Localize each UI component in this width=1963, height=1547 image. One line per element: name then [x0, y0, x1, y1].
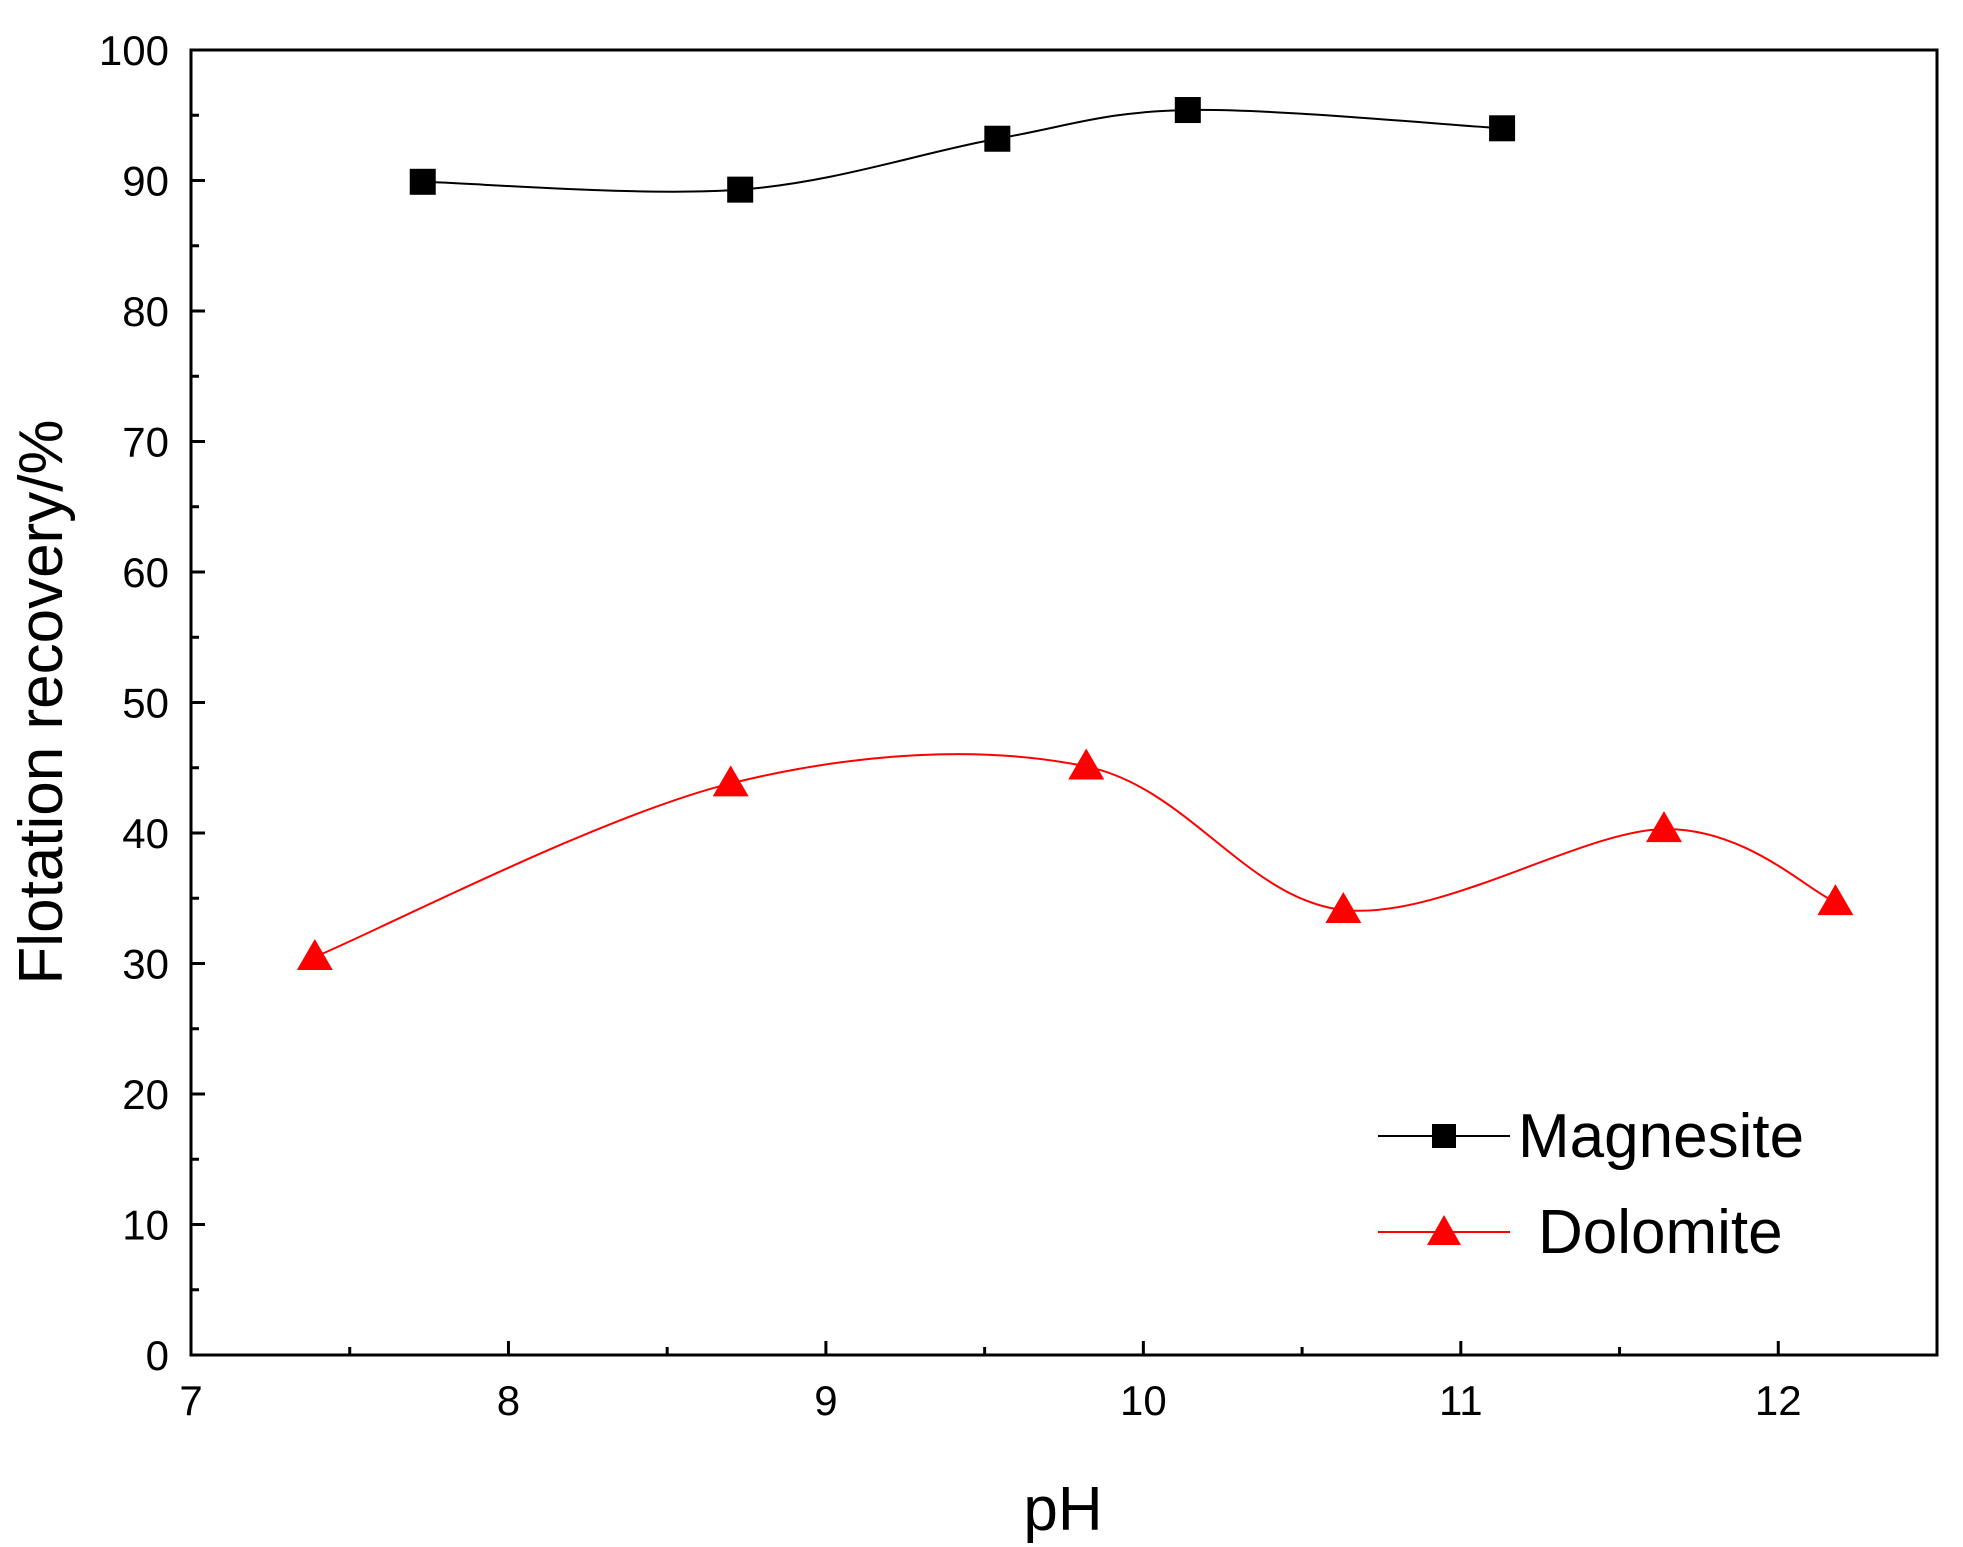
- x-tick-label: 9: [814, 1377, 837, 1424]
- x-tick-label: 10: [1120, 1377, 1167, 1424]
- data-point-magnesite: [1489, 115, 1516, 142]
- y-tick-label: 70: [122, 419, 169, 466]
- data-point-magnesite: [409, 168, 436, 195]
- data-point-dolomite: [1645, 811, 1682, 843]
- y-axis-title: Flotation recovery/%: [7, 419, 76, 984]
- legend-label-dolomite: Dolomite: [1538, 1198, 1783, 1267]
- data-point-dolomite: [712, 765, 749, 797]
- y-tick-label: 90: [122, 158, 169, 205]
- x-tick-label: 12: [1755, 1377, 1802, 1424]
- data-point-magnesite: [727, 176, 754, 203]
- x-tick-label: 7: [179, 1377, 202, 1424]
- data-point-magnesite: [1174, 97, 1201, 124]
- legend-marker-dolomite: [1427, 1215, 1461, 1245]
- x-tick-label: 11: [1439, 1377, 1483, 1424]
- data-point-dolomite: [1325, 891, 1362, 923]
- series-layer: [296, 97, 1854, 970]
- legend-entry-dolomite: Dolomite: [1378, 1198, 1783, 1267]
- y-tick-label: 20: [122, 1071, 169, 1118]
- data-point-dolomite: [296, 938, 333, 970]
- series-line-dolomite: [314, 753, 1836, 958]
- x-axis-ticks: 7 8 9 10 11 12: [179, 1341, 1802, 1424]
- data-point-dolomite: [1068, 748, 1105, 780]
- data-point-magnesite: [984, 125, 1011, 152]
- y-tick-label: 10: [122, 1202, 169, 1249]
- y-tick-label: 0: [146, 1332, 169, 1379]
- legend-marker-magnesite: [1432, 1124, 1456, 1148]
- y-tick-label: 50: [122, 680, 169, 727]
- y-tick-label: 100: [99, 27, 169, 74]
- y-tick-label: 30: [122, 941, 169, 988]
- legend-entry-magnesite: Magnesite: [1378, 1102, 1804, 1171]
- x-axis-title: pH: [1023, 1475, 1102, 1544]
- series-line-magnesite: [422, 108, 1503, 193]
- y-axis-ticks: 0 10 20 30 40 50 60 70 80 90 100: [99, 27, 205, 1379]
- legend: Magnesite Dolomite: [1378, 1102, 1804, 1267]
- legend-label-magnesite: Magnesite: [1518, 1102, 1804, 1171]
- y-tick-label: 60: [122, 549, 169, 596]
- x-tick-label: 8: [497, 1377, 520, 1424]
- y-tick-label: 80: [122, 288, 169, 335]
- data-point-dolomite: [1817, 884, 1854, 916]
- y-tick-label: 40: [122, 810, 169, 857]
